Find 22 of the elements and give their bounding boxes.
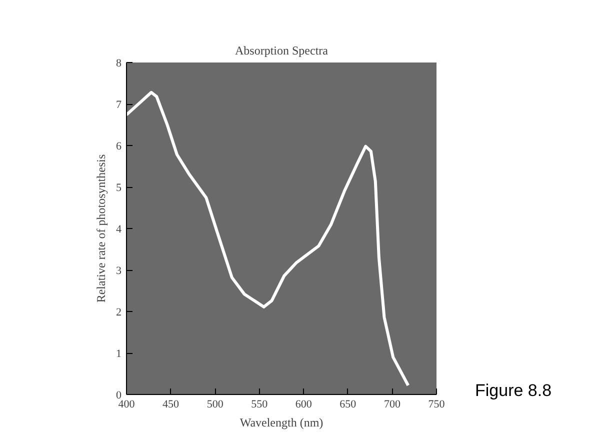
x-tick-label: 400 (118, 398, 136, 410)
y-tick-label: 6 (116, 140, 122, 152)
chart-title: Absorption Spectra (235, 44, 329, 58)
x-tick-label: 500 (206, 398, 224, 410)
x-tick-label: 550 (251, 398, 268, 410)
y-tick-label: 2 (116, 306, 122, 318)
y-tick-label: 7 (116, 99, 122, 111)
x-tick-label: 700 (384, 398, 401, 410)
x-tick-label: 750 (428, 398, 446, 410)
y-tick-label: 1 (116, 348, 122, 360)
caption: Figure 8.8 (475, 380, 552, 402)
y-axis-title: Relative rate of photosynthesis (94, 154, 108, 303)
y-tick-label: 3 (116, 265, 122, 277)
x-tick-label: 650 (340, 398, 357, 410)
y-tick-label: 8 (116, 58, 122, 70)
x-axis-title: Wavelength (nm) (240, 416, 324, 430)
x-tick-label: 600 (295, 398, 312, 410)
y-tick-label: 5 (116, 182, 122, 194)
y-tick-label: 0 (116, 390, 122, 402)
x-tick-label: 450 (162, 398, 180, 410)
line-series (126, 90, 410, 387)
y-tick-label: 4 (116, 224, 122, 236)
